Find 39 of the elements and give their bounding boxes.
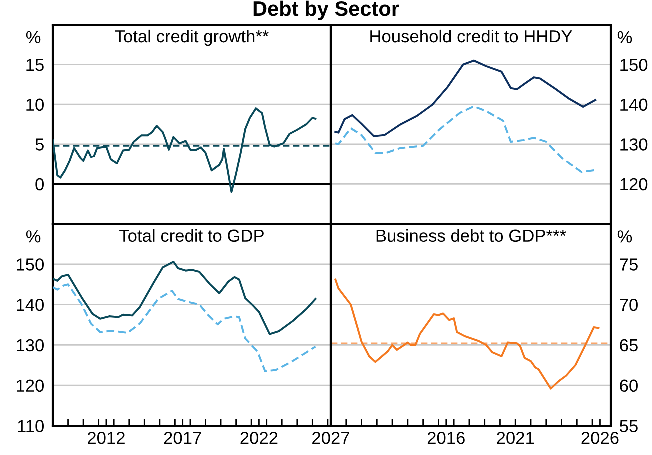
y2-tick-label: 120 [620, 178, 648, 191]
y-tick-label: 120 [17, 380, 44, 392]
line-series [53, 284, 317, 372]
chart-title: Total credit growth** [115, 30, 269, 46]
x-tick-label: 2016 [428, 432, 465, 444]
y-tick-label: 15 [26, 59, 44, 72]
x-tick-label: 2017 [164, 432, 202, 444]
y2-tick-label: 75 [620, 258, 638, 271]
x-tick-label: 2021 [497, 432, 534, 444]
y-tick-label: 140 [17, 298, 44, 312]
x-tick-label: 2026 [582, 432, 619, 444]
x-tick-label: 2022 [240, 432, 278, 444]
chart-title: Total credit to GDP [120, 229, 264, 242]
y-axis-title: % [26, 230, 41, 243]
y2-axis-title: % [618, 31, 632, 44]
y2-tick-label: 65 [620, 339, 638, 352]
y2-tick-label: 140 [620, 98, 648, 112]
y-tick-label: 5 [36, 138, 44, 151]
line-series [53, 261, 317, 336]
y-axis-title: % [26, 31, 41, 44]
y-tick-label: 0 [36, 178, 44, 191]
y2-tick-label: 60 [620, 380, 638, 392]
chart-title: Household credit to HHDY [370, 30, 572, 43]
y2-tick-label: 150 [620, 58, 648, 72]
y2-axis-title: % [618, 230, 632, 243]
y-tick-label: 150 [17, 258, 44, 271]
y2-tick-label: 70 [620, 298, 638, 312]
y2-tick-label: 55 [620, 420, 638, 432]
y-tick-label: 130 [17, 339, 44, 352]
x-tick-label: 2027 [312, 432, 350, 444]
text: Debt by Sector [254, 0, 400, 20]
x-tick-label: 2012 [88, 432, 125, 444]
line-series [334, 60, 597, 138]
chart-title: Business debt to GDP*** [376, 229, 566, 242]
y2-tick-label: 130 [620, 138, 648, 151]
line-series [334, 106, 597, 174]
line-series [334, 278, 600, 390]
y-tick-label: 110 [18, 420, 44, 432]
y-tick-label: 10 [26, 98, 44, 112]
